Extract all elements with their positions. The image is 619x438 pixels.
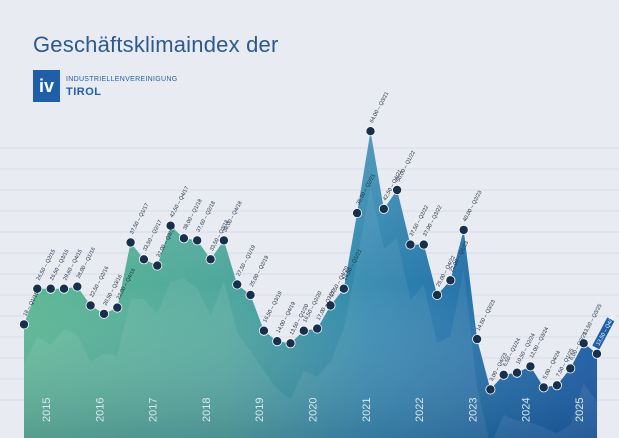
data-label: 25,00 – Q2/19 [249,255,270,288]
data-label: 37,50 – Q1/17 [129,202,150,235]
data-point-marker [578,338,589,349]
data-point-marker [32,283,43,294]
data-point-marker [72,281,83,292]
x-tick-label: 2016 [94,398,106,422]
data-point-marker [258,325,269,336]
data-point-marker [18,319,29,330]
data-point-marker [285,338,296,349]
data-label: 50,00 – Q1/22 [396,150,417,183]
x-tick-label: 2020 [308,398,320,422]
data-point-marker [392,184,403,195]
data-point-marker [472,334,483,345]
x-tick-label: 2021 [361,398,373,422]
area-layer [24,131,597,438]
data-point-marker [418,239,429,250]
latest-value-tag [592,317,615,350]
data-point-marker [378,203,389,214]
x-tick-label: 2015 [41,398,53,422]
data-point-marker [205,254,216,265]
x-tick-label: 2022 [414,398,426,422]
data-point-marker [192,235,203,246]
x-tick-label: 2025 [574,398,586,422]
data-point-marker [245,289,256,300]
iv-logo-mark: iv [33,70,60,102]
x-tick-label: 2024 [521,398,533,422]
data-point-marker [165,220,176,231]
data-point-marker [312,323,323,334]
data-point-marker [445,275,456,286]
data-point-marker [525,361,536,372]
data-point-marker [405,239,416,250]
data-point-marker [365,126,376,137]
data-point-marker [592,348,603,359]
logo-text-tirol: TIROL [66,86,102,98]
data-label: 13,50 – Q4/25 [595,314,616,347]
x-tick-label: 2017 [148,398,160,422]
data-point-marker [232,279,243,290]
data-point-marker [59,283,70,294]
data-point-marker [45,283,56,294]
data-markers [18,126,603,395]
x-axis-tick-labels: 2015 2016 2017 2018 2019 2020 2021 2022 2023 2024… [41,398,586,422]
area-ridge [24,187,597,438]
data-point-marker [272,336,283,347]
data-point-marker [552,380,563,391]
data-label: 14,50 – Q3/23 [476,299,497,332]
x-tick-label: 2019 [254,398,266,422]
data-point-marker [512,367,523,378]
x-tick-label: 2023 [467,398,479,422]
data-point-marker [218,235,229,246]
data-point-marker [112,302,123,313]
data-point-marker [178,233,189,244]
data-label: 27,50 – Q1/19 [236,244,257,277]
data-label: 64,00 – Q3/21 [369,91,390,124]
data-point-marker [152,260,163,271]
data-point-marker [352,208,363,219]
data-point-marker [138,254,149,265]
data-point-marker [498,369,509,380]
data-point-marker [338,283,349,294]
data-point-marker [298,325,309,336]
data-point-marker [99,308,110,319]
data-point-marker [85,300,96,311]
area-shading [24,131,597,438]
data-point-marker [538,382,549,393]
data-point-marker [565,363,576,374]
data-label: 38,00 – Q4/18 [222,200,243,233]
data-label: 42,50 – Q4/17 [169,186,190,219]
chart-title: Geschäftsklimaindex der [33,32,279,57]
data-point-marker [458,224,469,235]
data-point-marker [325,300,336,311]
data-label: 16,50 – Q3/19 [262,291,283,324]
x-tick-label: 2018 [201,398,213,422]
data-label: 40,00 – Q2/23 [462,190,483,223]
data-point-marker [432,289,443,300]
data-point-marker [125,237,136,248]
data-point-marker [485,384,496,395]
logo-text-industriellenvereinigung: INDUSTRIELLENVEREINIGUNG [66,76,178,83]
